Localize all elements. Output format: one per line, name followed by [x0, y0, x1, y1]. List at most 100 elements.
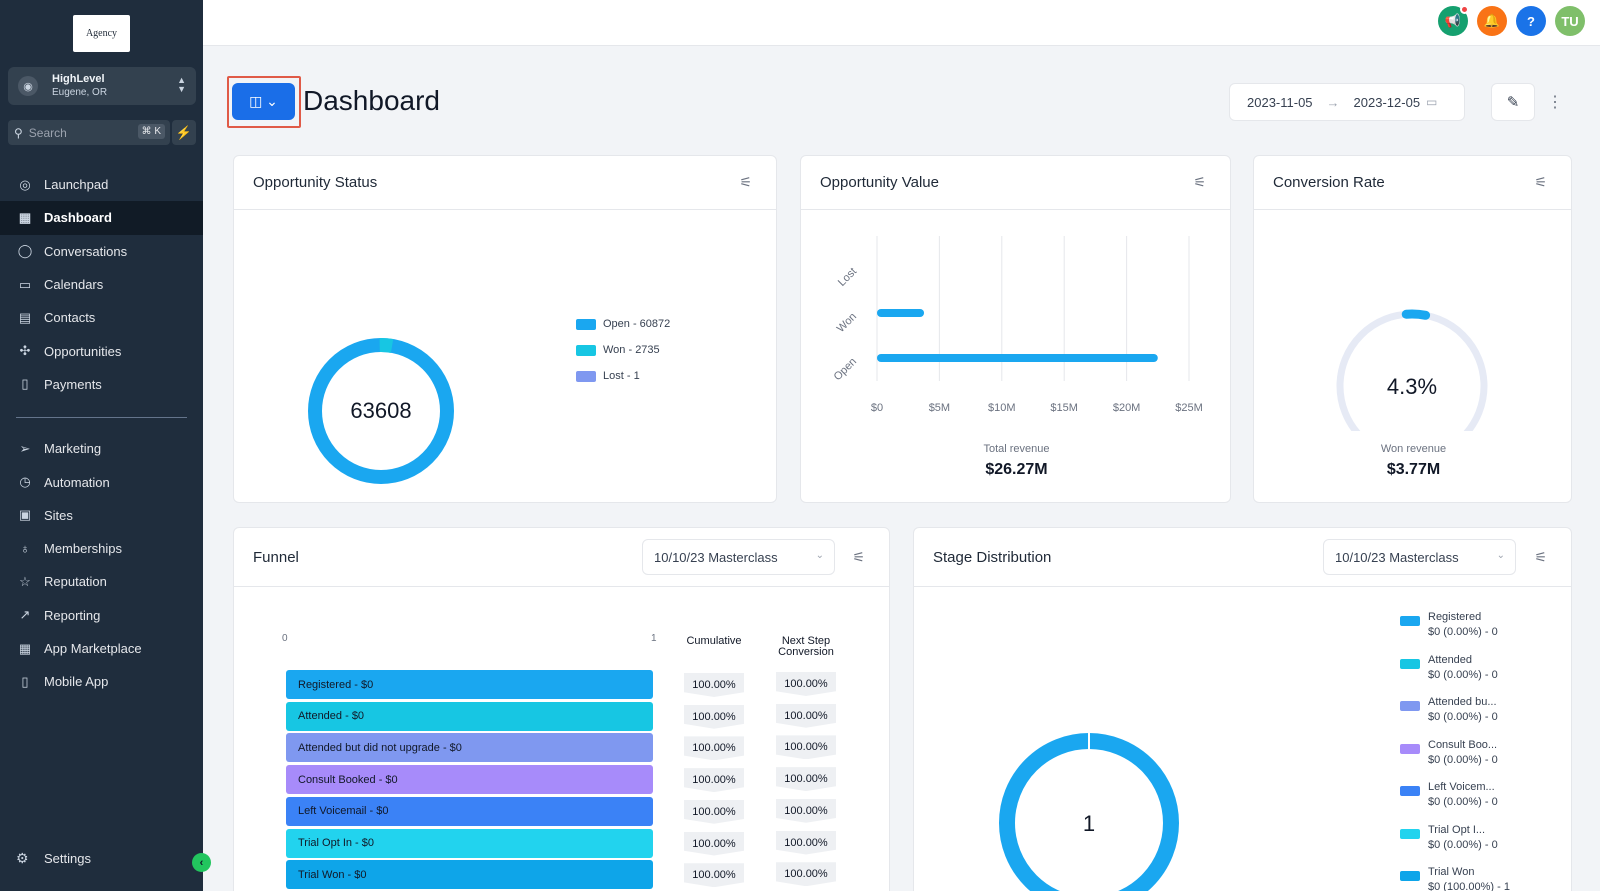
sidebar-item-mobile-app[interactable]: ▯ Mobile App — [0, 665, 203, 698]
sidebar-item-label: Contacts — [44, 310, 96, 326]
sidebar-item-payments[interactable]: ▯ Payments — [0, 368, 203, 401]
funnel-stage-label: Trial Opt In - $0 — [298, 837, 375, 849]
stage-legend-item[interactable]: Attended $0 (0.00%) - 0 — [1400, 653, 1498, 683]
dashboard-icon: ▦ — [18, 209, 32, 225]
sidebar-item-automation[interactable]: ◷ Automation — [0, 465, 203, 498]
funnel-stage-bar[interactable]: Trial Opt In - $0 — [286, 828, 653, 858]
legend-stage-value: $0 (0.00%) - 0 — [1428, 796, 1498, 808]
funnel-stage-bar[interactable]: Attended - $0 — [286, 701, 653, 731]
sidebar-item-conversations[interactable]: ◯ Conversations — [0, 235, 203, 268]
sidebar-item-settings[interactable]: ⚙ Settings — [16, 850, 91, 867]
legend-swatch — [1400, 616, 1420, 626]
sidebar-item-launchpad[interactable]: ◎ Launchpad — [0, 168, 203, 201]
sites-icon: ▣ — [18, 507, 32, 523]
grid-icon: ▦ — [18, 640, 32, 656]
sidebar-item-opportunities[interactable]: ✣ Opportunities — [0, 334, 203, 367]
legend-stage-value: $0 (0.00%) - 0 — [1428, 668, 1498, 681]
trend-icon: ↗ — [19, 607, 31, 623]
account-icon: ◉ — [18, 76, 38, 96]
filter-icon[interactable]: ⚟ — [739, 174, 752, 190]
funnel-stage-bar[interactable]: Trial Won - $0 — [286, 860, 653, 890]
sidebar-divider — [16, 417, 187, 419]
funnel-stage-bar[interactable]: Consult Booked - $0 — [286, 765, 653, 795]
sidebar-item-reputation[interactable]: ☆ Reputation — [0, 565, 203, 598]
funnel-stage-label: Left Voicemail - $0 — [298, 805, 389, 818]
more-options-button[interactable]: ⋮ — [1547, 88, 1563, 116]
conversion-rate-value: 4.3% — [1387, 374, 1437, 399]
stage-legend-item[interactable]: Registered $0 (0.00%) - 0 — [1400, 610, 1498, 640]
funnel-stage-bar[interactable]: Attended but did not upgrade - $0 — [286, 733, 653, 763]
bar-won[interactable] — [877, 309, 925, 317]
quick-action-bolt-icon[interactable]: ⚡ — [172, 120, 196, 145]
stage-legend-item[interactable]: Consult Boo... $0 (0.00%) - 0 — [1400, 738, 1498, 768]
sidebar-item-app-marketplace[interactable]: ▦ App Marketplace — [0, 632, 203, 665]
sidebar-item-marketing[interactable]: ➢ Marketing — [0, 432, 203, 465]
legend-item-lost[interactable]: Lost - 1 — [576, 370, 640, 382]
funnel-next-step-value: 100.00% — [776, 672, 836, 696]
bell-icon: 🔔 — [1483, 13, 1501, 28]
sidebar-item-contacts[interactable]: ▤ Contacts — [0, 301, 203, 334]
legend-stage-name: Left Voicem... — [1428, 781, 1495, 793]
gauge-fill — [1401, 309, 1431, 320]
date-range-picker[interactable]: 2023-11-05 → 2023-12-05 ▭ — [1229, 83, 1465, 121]
sidebar-item-dashboard[interactable]: ▦ Dashboard — [0, 201, 203, 235]
opportunity-status-card: Opportunity Status ⚟ 63608 Open - 60872 W… — [233, 155, 777, 503]
calendar-icon: ▭ — [18, 276, 32, 292]
avatar[interactable]: TU — [1555, 6, 1585, 36]
collapse-sidebar-button[interactable]: ‹ — [192, 853, 211, 872]
sidebar-item-memberships[interactable]: ♁ Memberships — [0, 532, 203, 565]
sidebar-item-calendars[interactable]: ▭ Calendars — [0, 268, 203, 301]
select-value: 10/10/23 Masterclass — [654, 549, 778, 565]
chat-icon: ◯ — [17, 243, 33, 259]
dashboard-switcher-button[interactable]: ◫ ⌄ — [232, 83, 295, 120]
opportunity-status-donut: 63608 — [308, 338, 454, 484]
stage-legend-item[interactable]: Trial Opt I... $0 (0.00%) - 0 — [1400, 823, 1498, 853]
bar-open[interactable] — [877, 354, 1158, 362]
legend-item-won[interactable]: Won - 2735 — [576, 344, 660, 356]
agency-logo[interactable]: Agency — [73, 15, 130, 52]
search-input[interactable]: ⚲ Search ⌘ K — [8, 120, 170, 145]
filter-icon[interactable]: ⚟ — [852, 549, 865, 565]
launchpad-icon: ◎ — [19, 176, 31, 192]
avatar-initials: TU — [1561, 13, 1579, 29]
funnel-stage-bar[interactable]: Registered - $0 — [286, 670, 653, 699]
donut-total: 63608 — [350, 398, 411, 423]
help-button[interactable]: ? — [1516, 6, 1546, 36]
top-bar: 📢 🔔 ? TU — [203, 0, 1600, 46]
account-switcher[interactable]: ◉ HighLevel Eugene, OR ▲ ▼ — [8, 67, 196, 105]
sidebar-item-sites[interactable]: ▣ Sites — [0, 499, 203, 532]
donut-total: 1 — [1083, 811, 1095, 836]
notifications-button[interactable]: 🔔 — [1477, 6, 1507, 36]
card-title: Opportunity Value — [820, 174, 939, 191]
funnel-next-step-value: 100.00% — [776, 767, 836, 792]
sidebar-item-label: Sites — [44, 507, 73, 523]
donut-segment-won — [379, 338, 394, 353]
next-step-header: Next Step Conversion — [770, 636, 842, 658]
stage-legend-item[interactable]: Trial Won $0 (100.00%) - 1 — [1400, 865, 1510, 891]
next-step-line1: Next Step — [781, 635, 831, 647]
search-placeholder: Search — [28, 125, 67, 140]
legend-stage-value: $0 (0.00%) - 0 — [1428, 838, 1498, 851]
announcements-button[interactable]: 📢 — [1438, 5, 1469, 36]
next-step-line2: Conversion — [778, 646, 834, 658]
card-title: Conversion Rate — [1273, 174, 1385, 191]
chevron-down-icon: ⌄ — [815, 550, 824, 561]
funnel-stage-bar[interactable]: Left Voicemail - $0 — [286, 796, 653, 826]
opportunities-icon: ✣ — [19, 343, 31, 359]
legend-item-open[interactable]: Open - 60872 — [576, 318, 670, 330]
calendar-icon: ▭ — [1426, 95, 1438, 109]
edit-dashboard-button[interactable]: ✎ — [1491, 83, 1535, 121]
funnel-stage-label: Registered - $0 — [298, 678, 374, 691]
x-tick-label: $15M — [1050, 402, 1078, 414]
stage-legend-item[interactable]: Left Voicem... $0 (0.00%) - 0 — [1400, 780, 1498, 810]
sidebar-item-reporting[interactable]: ↗ Reporting — [0, 599, 203, 632]
filter-icon[interactable]: ⚟ — [1534, 174, 1547, 190]
filter-icon[interactable]: ⚟ — [1534, 549, 1547, 565]
stage-pipeline-select[interactable]: 10/10/23 Masterclass ⌄ — [1323, 539, 1516, 575]
page-title: Dashboard — [303, 85, 440, 116]
funnel-cumulative-value: 100.00% — [684, 736, 744, 761]
funnel-pipeline-select[interactable]: 10/10/23 Masterclass ⌄ — [642, 539, 835, 575]
stage-legend-item[interactable]: Attended bu... $0 (0.00%) - 0 — [1400, 695, 1498, 725]
funnel-cumulative-value: 100.00% — [684, 673, 744, 697]
filter-icon[interactable]: ⚟ — [1193, 174, 1206, 190]
